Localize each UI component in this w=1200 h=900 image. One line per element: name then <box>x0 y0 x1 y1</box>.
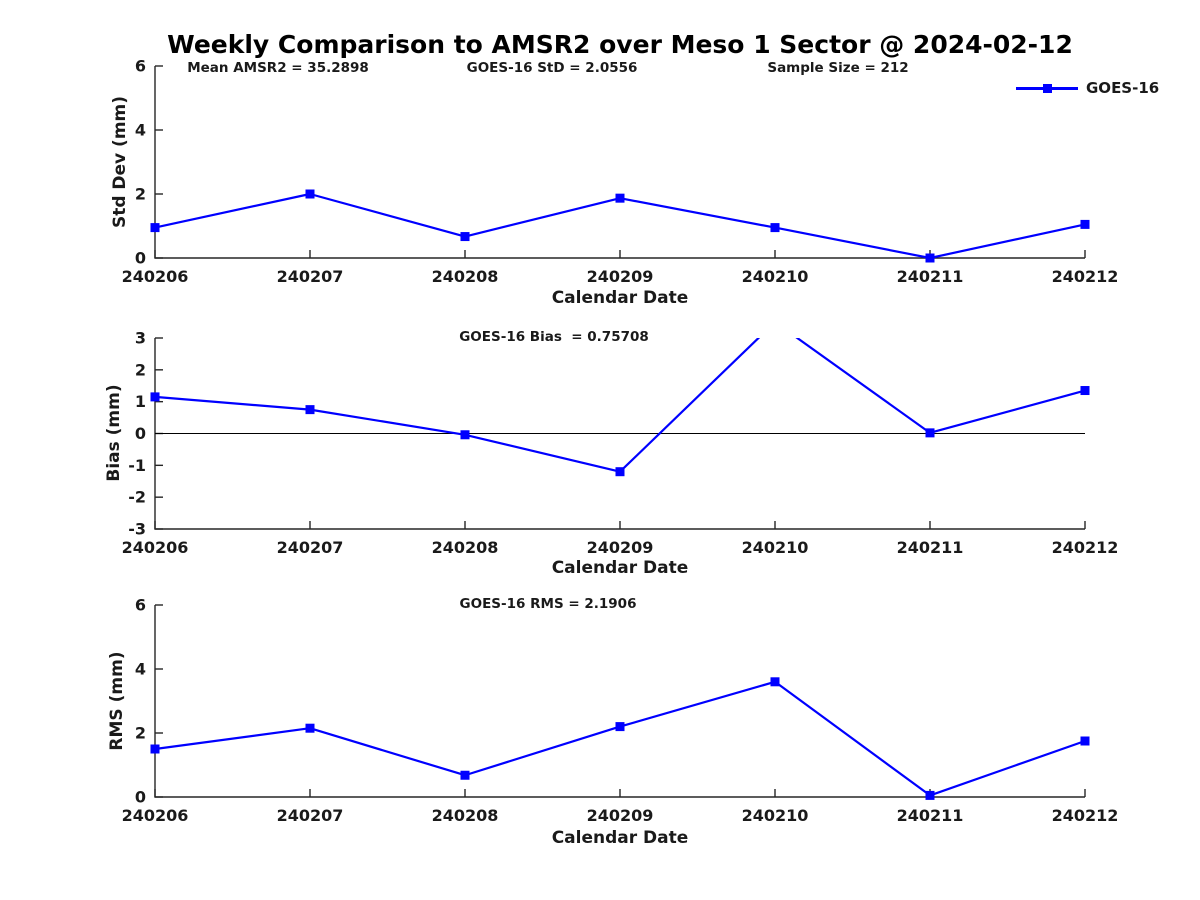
x-tick-label: 240210 <box>742 267 809 286</box>
data-point-marker <box>150 223 160 233</box>
x-tick-label: 240209 <box>587 538 654 557</box>
y-tick-label: 0 <box>135 424 146 443</box>
data-point-marker <box>1080 736 1090 746</box>
y-tick-label: 2 <box>135 185 146 204</box>
series-line-goes-16 <box>154 192 1086 260</box>
x-tick-label: 240209 <box>587 806 654 825</box>
subplot-title-bias: GOES-16 Bias = 0.75708 <box>459 329 649 345</box>
axis-frame <box>154 605 1085 798</box>
x-tick-label: 240208 <box>432 538 499 557</box>
y-tick-label: 2 <box>135 360 146 379</box>
y-tick-label: -2 <box>128 488 146 507</box>
x-tick-label: 240207 <box>277 806 344 825</box>
figure-title: Weekly Comparison to AMSR2 over Meso 1 S… <box>167 30 1073 59</box>
y-tick-label: -3 <box>128 520 146 539</box>
y-tick-label: 2 <box>135 724 146 743</box>
x-tick-label: 240211 <box>897 538 964 557</box>
data-point-marker <box>305 189 315 199</box>
y-axis-label-bias: Bias (mm) <box>104 384 124 482</box>
x-axis-label-2: Calendar Date <box>551 558 689 578</box>
subplot-1: 0 2 4 6 240206 240207 240208 240209 240210 240211… <box>122 57 1119 287</box>
x-tick-label: 240208 <box>432 806 499 825</box>
subplot-title-rms: GOES-16 RMS = 2.1906 <box>459 596 637 612</box>
axis-frame <box>154 66 1085 259</box>
y-tick-label: 3 <box>135 329 146 348</box>
x-axis-label-3: Calendar Date <box>551 828 689 848</box>
x-tick-label: 240206 <box>122 538 189 557</box>
data-point-marker <box>460 430 470 440</box>
x-tick-label: 240210 <box>742 806 809 825</box>
y-tick-label: 6 <box>135 57 146 76</box>
legend-line-sample <box>1016 81 1078 95</box>
x-tick-label: 240210 <box>742 538 809 557</box>
y-axis-label-rms: RMS (mm) <box>107 651 127 751</box>
data-point-marker <box>460 232 470 242</box>
x-tick-label: 240206 <box>122 267 189 286</box>
data-point-marker <box>150 392 160 402</box>
x-tick-label: 240207 <box>277 538 344 557</box>
annotation-goes16-std: GOES-16 StD = 2.0556 <box>466 60 638 76</box>
x-axis-label-1: Calendar Date <box>551 288 689 308</box>
data-point-marker <box>1080 219 1090 229</box>
axis-frame <box>154 338 1085 530</box>
x-tick-label: 240208 <box>432 267 499 286</box>
x-tick-label: 240207 <box>277 267 344 286</box>
data-point-marker <box>770 223 780 233</box>
data-point-marker <box>615 467 625 477</box>
y-tick-label: 4 <box>135 660 146 679</box>
x-tick-label: 240212 <box>1052 267 1119 286</box>
y-tick-label: 0 <box>135 249 146 268</box>
data-point-marker <box>615 193 625 203</box>
subplot-3: 0 2 4 6 240206 240207 240208 240209 240210 240211… <box>122 596 1119 826</box>
data-point-marker <box>1080 386 1090 396</box>
x-tick-label: 240212 <box>1052 538 1119 557</box>
x-tick-label: 240206 <box>122 806 189 825</box>
data-point-marker <box>925 428 935 438</box>
data-point-marker <box>460 770 470 780</box>
y-axis-label-stddev: Std Dev (mm) <box>110 95 130 229</box>
legend: GOES-16 <box>1016 79 1160 97</box>
x-tick-label: 240212 <box>1052 806 1119 825</box>
data-point-marker <box>925 790 935 800</box>
data-point-marker <box>305 723 315 733</box>
x-tick-label: 240211 <box>897 267 964 286</box>
series-line-goes-16 <box>154 680 1086 797</box>
annotation-sample-size: Sample Size = 212 <box>767 60 909 76</box>
annotation-mean-amsr2: Mean AMSR2 = 35.2898 <box>187 60 369 76</box>
y-tick-label: 6 <box>135 596 146 615</box>
y-tick-label: -1 <box>128 456 146 475</box>
legend-label: GOES-16 <box>1086 79 1160 97</box>
x-tick-label: 240209 <box>587 267 654 286</box>
data-point-marker <box>305 405 315 415</box>
x-tick-label: 240211 <box>897 806 964 825</box>
y-tick-label: 0 <box>135 788 146 807</box>
data-point-marker <box>770 677 780 687</box>
data-point-marker <box>150 744 160 754</box>
data-point-marker <box>615 722 625 732</box>
data-point-marker <box>925 253 935 263</box>
legend-square-marker-icon <box>1042 83 1052 93</box>
y-tick-label: 1 <box>135 392 146 411</box>
y-tick-label: 4 <box>135 121 146 140</box>
